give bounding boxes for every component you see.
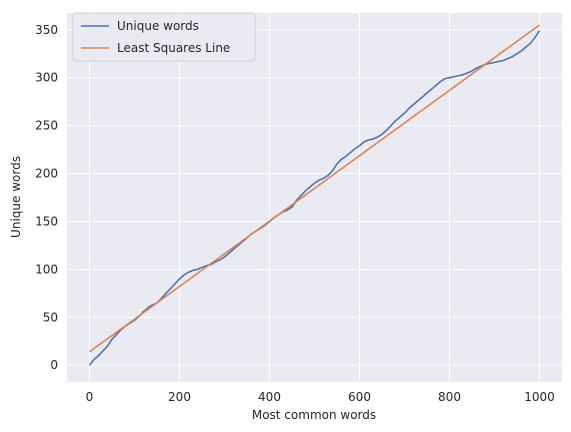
series-line-least-squares-line [89,24,540,353]
y-tick-label: 350 [35,23,58,37]
y-tick-label: 200 [35,167,58,181]
legend-label-least-squares-line: Least Squares Line [117,41,230,55]
y-tick-label: 100 [35,262,58,276]
y-tick-label: 0 [50,358,58,372]
grid [67,13,562,382]
x-tick-label: 600 [348,390,371,404]
y-tick-label: 250 [35,119,58,133]
y-tick-label: 300 [35,71,58,85]
legend-box [72,12,256,62]
legend-label-unique-words: Unique words [117,19,199,33]
x-tick-label: 1000 [524,390,555,404]
legend: Unique words Least Squares Line [72,12,256,62]
x-axis-ticks: 0 200 400 600 800 1000 [86,390,555,404]
x-tick-label: 800 [438,390,461,404]
x-tick-label: 0 [86,390,94,404]
x-tick-label: 200 [168,390,191,404]
y-tick-label: 150 [35,214,58,228]
y-tick-label: 50 [43,310,58,324]
x-tick-label: 400 [258,390,281,404]
series-layer [88,24,541,366]
series-line-unique-words [88,30,541,366]
y-axis-label: Unique words [9,156,23,238]
plot-background [67,13,562,382]
y-axis-ticks: 0 50 100 150 200 250 300 350 [35,23,58,372]
x-axis-label: Most common words [252,408,376,422]
